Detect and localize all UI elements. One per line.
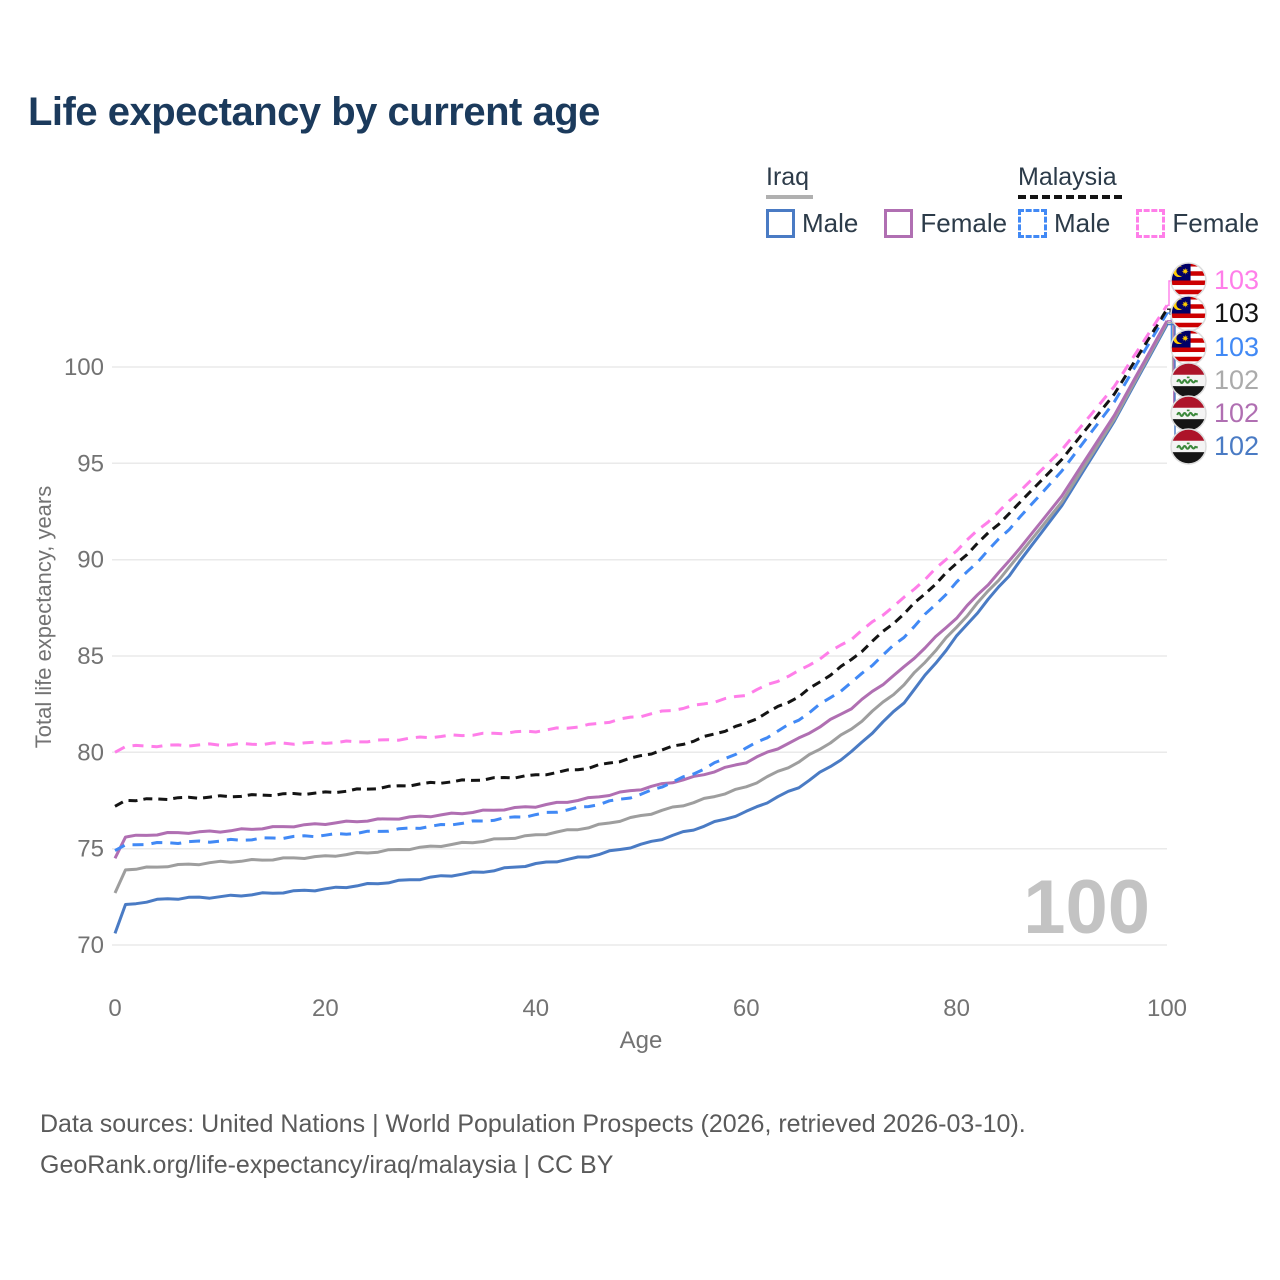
legend-swatch-malaysia-female-icon [1136, 209, 1166, 238]
legend-item-malaysia-female[interactable]: Female [1136, 208, 1259, 239]
end-label-malaysia_female: 103 [1170, 262, 1259, 299]
legend-linestyle-malaysia [1018, 195, 1122, 199]
legend-group-malaysia: Malaysia Male Female [1018, 163, 1259, 239]
x-tick-label-40: 40 [522, 995, 549, 1022]
y-tick-label-85: 85 [77, 643, 104, 670]
malaysia-flag-icon [1170, 262, 1207, 299]
y-tick-label-100: 100 [64, 354, 104, 381]
end-label-value: 102 [1214, 365, 1260, 395]
y-axis-title: Total life expectancy, years [31, 485, 56, 749]
legend-group-iraq: Iraq Male Female [766, 163, 1007, 239]
y-tick-label-75: 75 [77, 836, 104, 863]
end-label-malaysia_total: 103 [1170, 295, 1259, 332]
end-label-value: 102 [1214, 431, 1260, 461]
footer-attribution: GeoRank.org/life-expectancy/iraq/malaysi… [40, 1151, 614, 1179]
x-tick-label-60: 60 [733, 995, 760, 1022]
legend-country-malaysia: Malaysia [1018, 163, 1117, 191]
series-line-malaysia_total [114, 308, 1169, 808]
x-tick-label-80: 80 [943, 995, 970, 1022]
legend-swatch-iraq-female-icon [884, 209, 914, 238]
footer: Data sources: United Nations | World Pop… [40, 1104, 1026, 1186]
legend-item-malaysia-male[interactable]: Male [1018, 208, 1110, 239]
x-tick-label-100: 100 [1147, 995, 1187, 1022]
end-label-iraq_female: 102 [1170, 395, 1259, 432]
iraq-flag-icon [1170, 428, 1207, 465]
iraq-flag-icon [1170, 362, 1207, 399]
series-line-iraq_total [113, 321, 1169, 894]
series-line-iraq_female [113, 320, 1169, 859]
legend-swatch-malaysia-male-icon [1018, 209, 1047, 238]
end-label-iraq_male: 102 [1170, 428, 1259, 465]
footer-data-sources: Data sources: United Nations | World Pop… [40, 1110, 1026, 1138]
end-label-malaysia_male: 103 [1170, 329, 1259, 366]
legend-label: Female [1172, 208, 1260, 238]
legend-item-iraq-female[interactable]: Female [884, 208, 1007, 239]
legend-linestyle-iraq [766, 195, 813, 199]
series-line-malaysia_male [114, 312, 1169, 852]
legend-country-iraq: Iraq [766, 163, 810, 191]
end-label-value: 103 [1214, 332, 1260, 362]
legend-label: Male [1054, 208, 1111, 238]
y-tick-label-80: 80 [77, 739, 104, 766]
legend-label: Female [920, 208, 1008, 238]
x-axis-title: Age [619, 1027, 663, 1054]
legend-label: Male [802, 208, 859, 238]
series-line-iraq_male [113, 323, 1169, 934]
y-tick-label-70: 70 [77, 932, 104, 959]
series-line-malaysia_female [114, 304, 1169, 754]
malaysia-flag-icon [1170, 295, 1207, 332]
end-label-value: 103 [1214, 298, 1260, 328]
y-tick-label-90: 90 [77, 547, 104, 574]
end-label-value: 103 [1214, 265, 1260, 295]
legend-swatch-iraq-male-icon [766, 209, 795, 238]
x-tick-label-20: 20 [312, 995, 339, 1022]
end-label-value: 102 [1214, 398, 1260, 428]
legend-item-iraq-male[interactable]: Male [766, 208, 858, 239]
end-label-iraq_total: 102 [1170, 362, 1259, 399]
page-title: Life expectancy by current age [28, 90, 600, 134]
y-tick-label-95: 95 [77, 450, 104, 477]
iraq-flag-icon [1170, 395, 1207, 432]
malaysia-flag-icon [1170, 329, 1207, 366]
x-tick-label-0: 0 [108, 995, 121, 1022]
